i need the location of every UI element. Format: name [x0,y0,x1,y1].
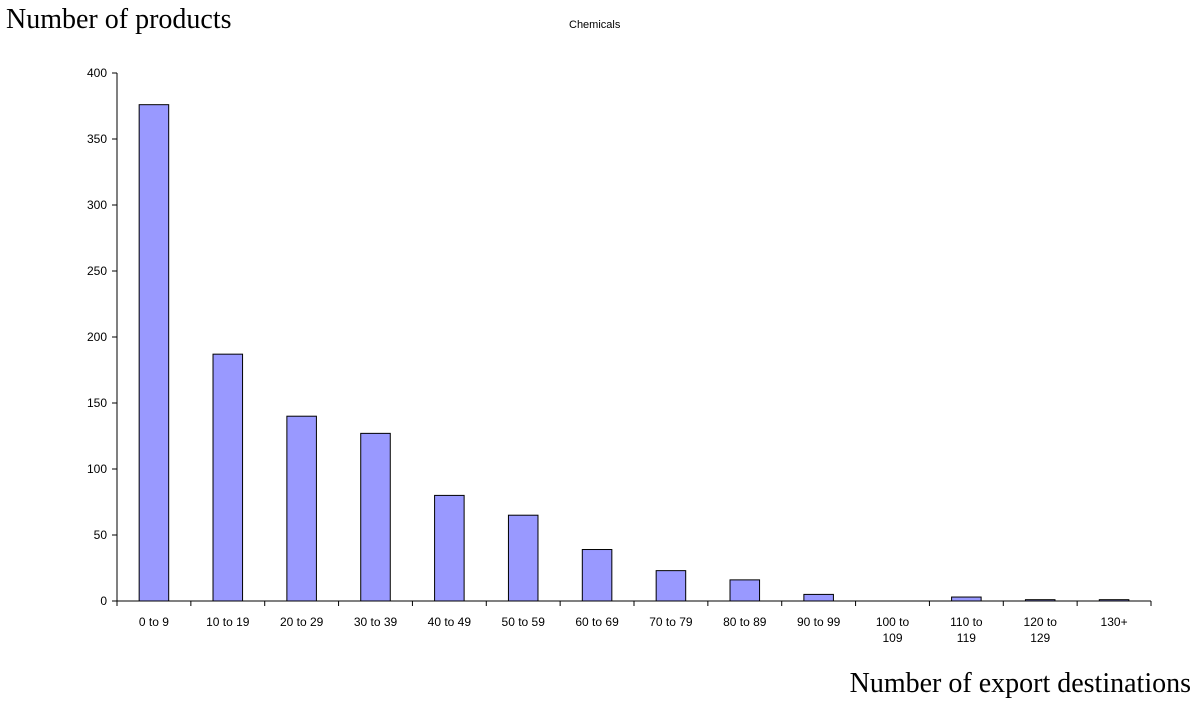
bar [360,432,391,602]
y-tick-label: 50 [94,528,108,542]
y-tick-label: 250 [87,264,107,278]
x-tick-label: 109 [882,631,902,645]
x-tick-label: 30 to 39 [354,615,398,629]
x-tick-label: 50 to 59 [502,615,546,629]
bar [951,596,982,602]
x-tick-label: 60 to 69 [575,615,619,629]
bar [138,104,170,602]
bar [507,514,539,602]
x-tick-label: 130+ [1101,615,1128,629]
y-tick-label: 200 [87,330,107,344]
bar [1098,599,1130,602]
x-tick-label: 90 to 99 [797,615,841,629]
bar [729,579,761,602]
y-tick-label: 350 [87,132,107,146]
bar [434,494,465,602]
y-tick-label: 300 [87,198,107,212]
x-tick-label: 120 to [1024,615,1058,629]
y-axis-title: Number of products [6,4,232,35]
x-tick-label: 40 to 49 [428,615,472,629]
x-tick-label: 10 to 19 [206,615,250,629]
y-tick-label: 150 [87,396,107,410]
y-tick-label: 0 [100,594,107,608]
x-tick-label: 20 to 29 [280,615,324,629]
bar [803,593,834,602]
y-tick-label: 100 [87,462,107,476]
x-tick-label: 110 to [950,615,983,629]
bar [286,415,317,602]
y-tick-label: 400 [87,66,107,80]
bar [212,353,244,602]
chart-title: Chemicals [569,19,621,31]
bar [655,570,687,602]
x-axis-title: Number of export destinations [849,668,1191,699]
x-tick-label: 0 to 9 [139,615,169,629]
bar [1024,599,1056,602]
x-tick-label: 70 to 79 [649,615,693,629]
bar [581,549,613,602]
x-tick-label: 119 [957,631,976,645]
x-tick-label: 129 [1030,631,1050,645]
x-tick-label: 100 to [876,615,910,629]
x-tick-label: 80 to 89 [723,615,767,629]
